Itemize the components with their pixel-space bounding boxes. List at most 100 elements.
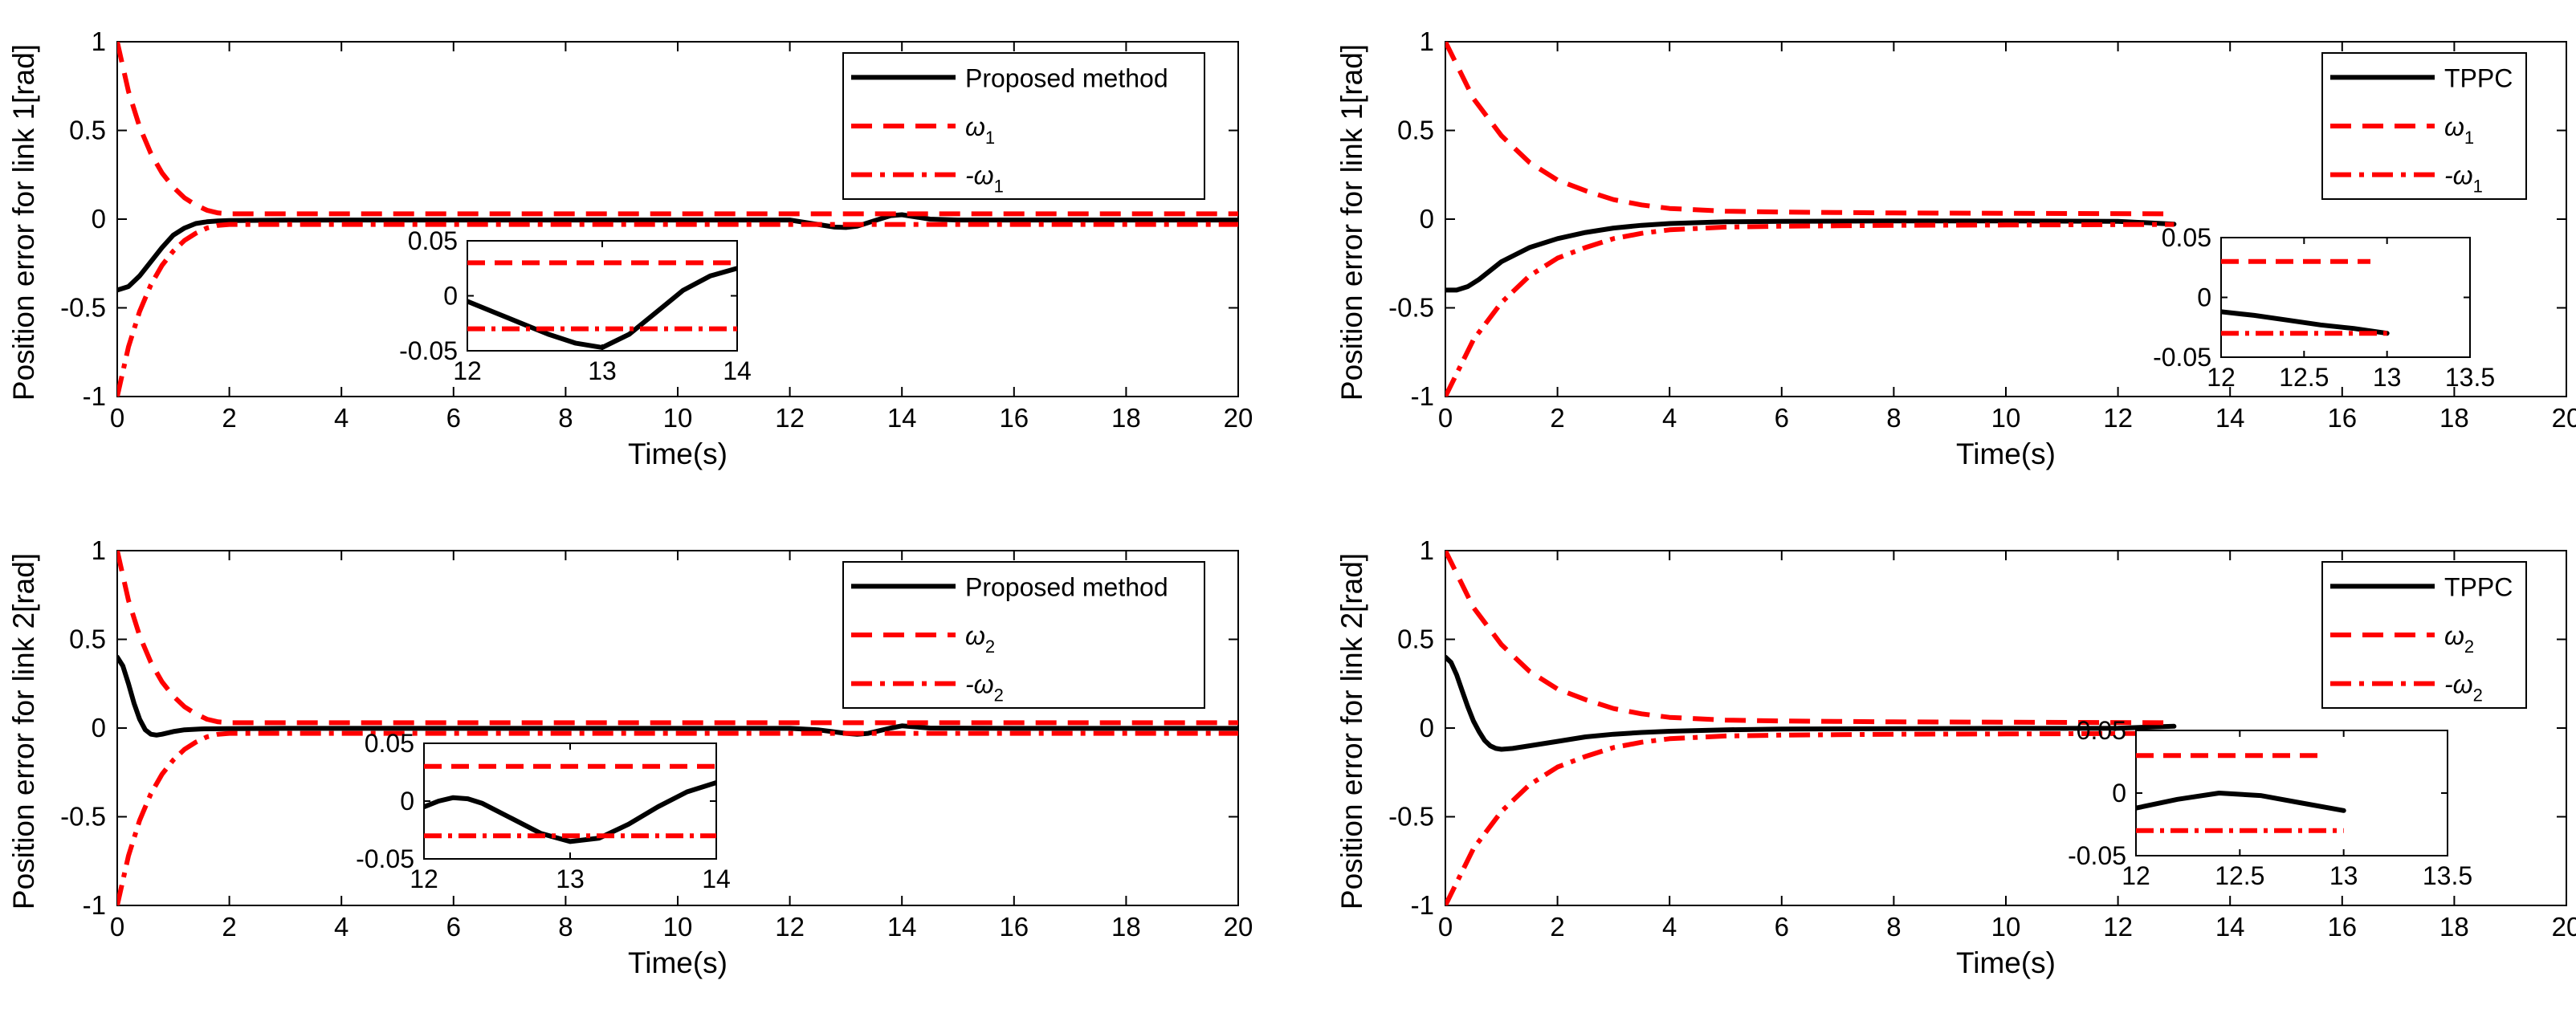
- x-tick-label: 10: [663, 403, 693, 433]
- y-axis-label: Position error for link 2[rad]: [7, 553, 40, 909]
- legend-subscript: 2: [2473, 686, 2483, 706]
- inset-plot-area: [2135, 730, 2448, 856]
- x-tick-label: 18: [1111, 403, 1141, 433]
- x-tick-label: 20: [2552, 912, 2576, 942]
- chart-panel-3: 0 2 4 6 8 10 12 14 16 18 20-1-0.500.51Time(s)Posit…: [7, 535, 1253, 979]
- y-tick-label: -0.5: [1388, 293, 1434, 323]
- x-tick-label: 18: [2439, 403, 2469, 433]
- legend-subscript: 1: [994, 177, 1004, 197]
- y-tick-label: 0: [92, 204, 106, 234]
- inset-x-tick-label: 13: [2329, 861, 2358, 890]
- y-tick-label: 0: [92, 713, 106, 742]
- legend-subscript: 2: [985, 637, 995, 657]
- inset-x-tick-label: 12: [453, 356, 482, 385]
- x-tick-label: 18: [1111, 912, 1141, 942]
- x-tick-label: 0: [1438, 403, 1453, 433]
- inset-series-line-1: [2136, 791, 2346, 813]
- y-tick-label: 0: [1420, 204, 1434, 234]
- inset-series-group: [424, 763, 716, 844]
- legend: TPPC ω1 -ω1: [2321, 52, 2527, 200]
- legend-label-text: Proposed method: [965, 63, 1168, 92]
- x-tick-label: 8: [1886, 403, 1901, 433]
- inset-x-tick-label: 12.5: [2215, 861, 2264, 890]
- x-tick-label: 10: [1991, 912, 2021, 942]
- x-tick-label: 8: [1886, 912, 1901, 942]
- legend-label-3: -ω1: [2444, 161, 2483, 197]
- x-tick-label: 20: [1224, 912, 1253, 942]
- legend-label-text: TPPC: [2444, 572, 2513, 601]
- series-line-3: [1445, 730, 2175, 905]
- legend-label-text: ω: [965, 112, 985, 141]
- series-group: [117, 42, 1238, 397]
- series-line-2: [117, 42, 1238, 217]
- y-tick-label: 1: [92, 535, 106, 565]
- y-tick-label: 0: [1420, 713, 1434, 742]
- series-line-1: [1445, 218, 2177, 293]
- y-tick-label: 0.5: [1397, 116, 1434, 145]
- x-tick-label: 12: [2103, 912, 2133, 942]
- series-line-3: [117, 222, 1238, 397]
- inset-plot-area: [2220, 237, 2471, 358]
- chart-panel-4: 0 2 4 6 8 10 12 14 16 18 20-1-0.500.51Time(s)Posit…: [1335, 535, 2576, 979]
- inset-x-tick-label: 12: [410, 865, 438, 893]
- legend-label-text: -ω: [2444, 161, 2473, 190]
- inset-y-tick-label: 0.05: [2077, 716, 2126, 745]
- x-tick-label: 16: [999, 912, 1029, 942]
- x-tick-label: 0: [110, 403, 124, 433]
- legend-subscript: 1: [2473, 177, 2483, 197]
- inset-series-line-1: [467, 266, 737, 350]
- inset-chart: 12 12.5 13 13.5 -0.05 0 0.05: [2068, 716, 2472, 890]
- inset-series-group: [2221, 258, 2390, 336]
- chart-panel-1: 0 2 4 6 8 10 12 14 16 18 20-1-0.500.51Time(s)Posit…: [7, 26, 1253, 470]
- x-tick-label: 14: [887, 912, 917, 942]
- series-group: [117, 551, 1238, 905]
- inset-x-tick-label: 13.5: [2445, 363, 2495, 392]
- series-line-3: [1445, 222, 2175, 397]
- legend-label-3: -ω2: [2444, 670, 2483, 706]
- inset-y-tick-label: 0.05: [2162, 223, 2211, 252]
- x-tick-label: 2: [1550, 912, 1564, 942]
- inset-y-tick-label: 0.05: [408, 226, 458, 255]
- legend-label-3: -ω1: [965, 161, 1004, 197]
- x-tick-label: 10: [663, 912, 693, 942]
- inset-y-tick-label: 0.05: [365, 729, 414, 758]
- inset-x-tick-label: 14: [723, 356, 752, 385]
- y-tick-label: -0.5: [60, 293, 106, 323]
- inset-x-tick-label: 13: [556, 865, 585, 893]
- inset-y-tick-label: 0: [443, 282, 458, 311]
- x-tick-label: 8: [558, 403, 573, 433]
- inset-y-tick-label: -0.05: [356, 844, 414, 873]
- x-tick-label: 4: [1662, 912, 1677, 942]
- legend-label-1: Proposed method: [965, 63, 1168, 92]
- x-tick-label: 2: [1550, 403, 1564, 433]
- y-tick-label: -0.5: [60, 802, 106, 832]
- inset-y-tick-label: 0: [2112, 779, 2126, 808]
- series-line-1: [1445, 654, 2177, 752]
- inset-y-tick-label: -0.05: [399, 336, 458, 365]
- y-tick-label: 1: [1420, 535, 1434, 565]
- x-tick-label: 12: [2103, 403, 2133, 433]
- y-axis-label: Position error for link 1[rad]: [7, 44, 40, 401]
- legend-label-text: Proposed method: [965, 572, 1168, 601]
- legend-label-2: ω1: [2444, 112, 2474, 148]
- y-tick-label: 0.5: [1397, 624, 1434, 654]
- y-tick-label: 0.5: [69, 624, 106, 654]
- series-group: [1445, 551, 2177, 905]
- y-tick-label: 0.5: [69, 116, 106, 145]
- inset-x-tick-label: 13: [588, 356, 617, 385]
- x-axis-label: Time(s): [1956, 437, 2056, 470]
- legend-label-2: ω2: [965, 621, 995, 657]
- legend-label-1: TPPC: [2444, 63, 2513, 92]
- series-group: [1445, 42, 2177, 397]
- y-tick-label: -1: [1411, 890, 1434, 920]
- x-tick-label: 14: [2215, 912, 2245, 942]
- legend-label-1: Proposed method: [965, 572, 1168, 601]
- legend-label-text: -ω: [965, 670, 994, 699]
- x-tick-label: 10: [1991, 403, 2021, 433]
- x-tick-label: 12: [775, 912, 805, 942]
- inset-x-tick-label: 12: [2207, 363, 2236, 392]
- x-tick-label: 20: [1224, 403, 1253, 433]
- legend-subscript: 2: [994, 686, 1004, 706]
